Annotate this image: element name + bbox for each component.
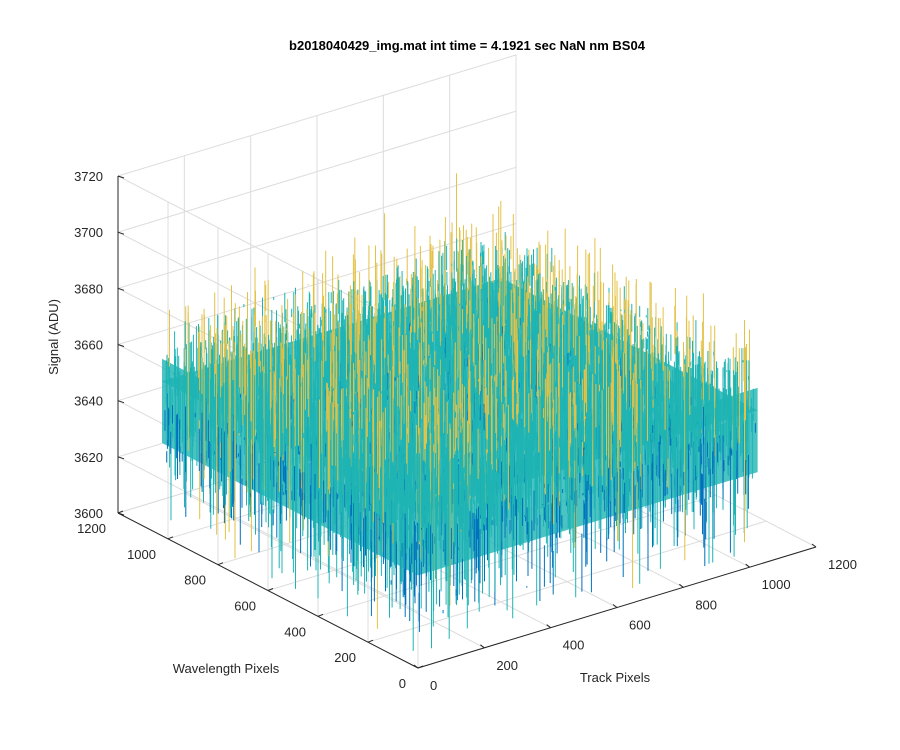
surface-data — [162, 173, 758, 651]
wall-grid-line — [117, 223, 517, 345]
wall-grid-line — [117, 456, 419, 613]
surface-spikes — [164, 173, 756, 651]
wall-grid-line — [117, 175, 419, 332]
floor-grid-line — [367, 520, 767, 643]
wall-grid-line — [117, 166, 517, 289]
wall-grid-line — [117, 110, 517, 233]
wall-grid-line — [117, 54, 517, 177]
